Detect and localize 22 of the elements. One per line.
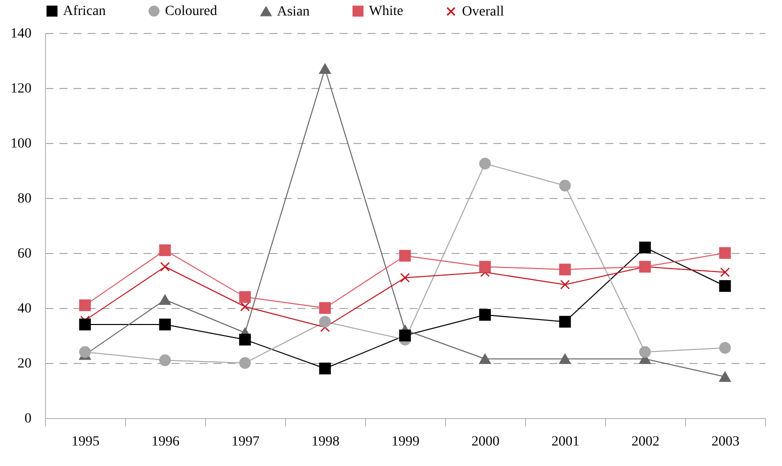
y-tick-label: 20: [18, 356, 32, 372]
y-tick-label: 140: [10, 26, 32, 42]
legend-label: Coloured: [165, 4, 218, 20]
y-tick-label: 80: [18, 192, 32, 206]
x-tick-label: 1996: [152, 434, 180, 450]
x-tick-label: 2000: [472, 434, 500, 450]
legend-label: Overall: [462, 4, 504, 20]
legend-label: White: [369, 4, 404, 20]
x-tick-label: 1995: [72, 434, 100, 450]
y-tick-label: 120: [10, 82, 32, 96]
legend-label: African: [63, 4, 106, 20]
x-tick-label: 1999: [392, 434, 420, 450]
legend-label: Asian: [277, 4, 310, 20]
y-tick-label: 40: [18, 302, 32, 316]
y-tick-label: 100: [10, 136, 32, 152]
x-tick-label: 1998: [312, 434, 340, 450]
y-tick-label: 0: [24, 412, 32, 426]
x-tick-label: 1997: [232, 434, 260, 450]
y-tick-label: 60: [18, 246, 32, 262]
x-tick-label: 2001: [552, 434, 580, 450]
x-tick-label: 2002: [632, 434, 660, 450]
x-tick-label: 2003: [712, 434, 740, 450]
